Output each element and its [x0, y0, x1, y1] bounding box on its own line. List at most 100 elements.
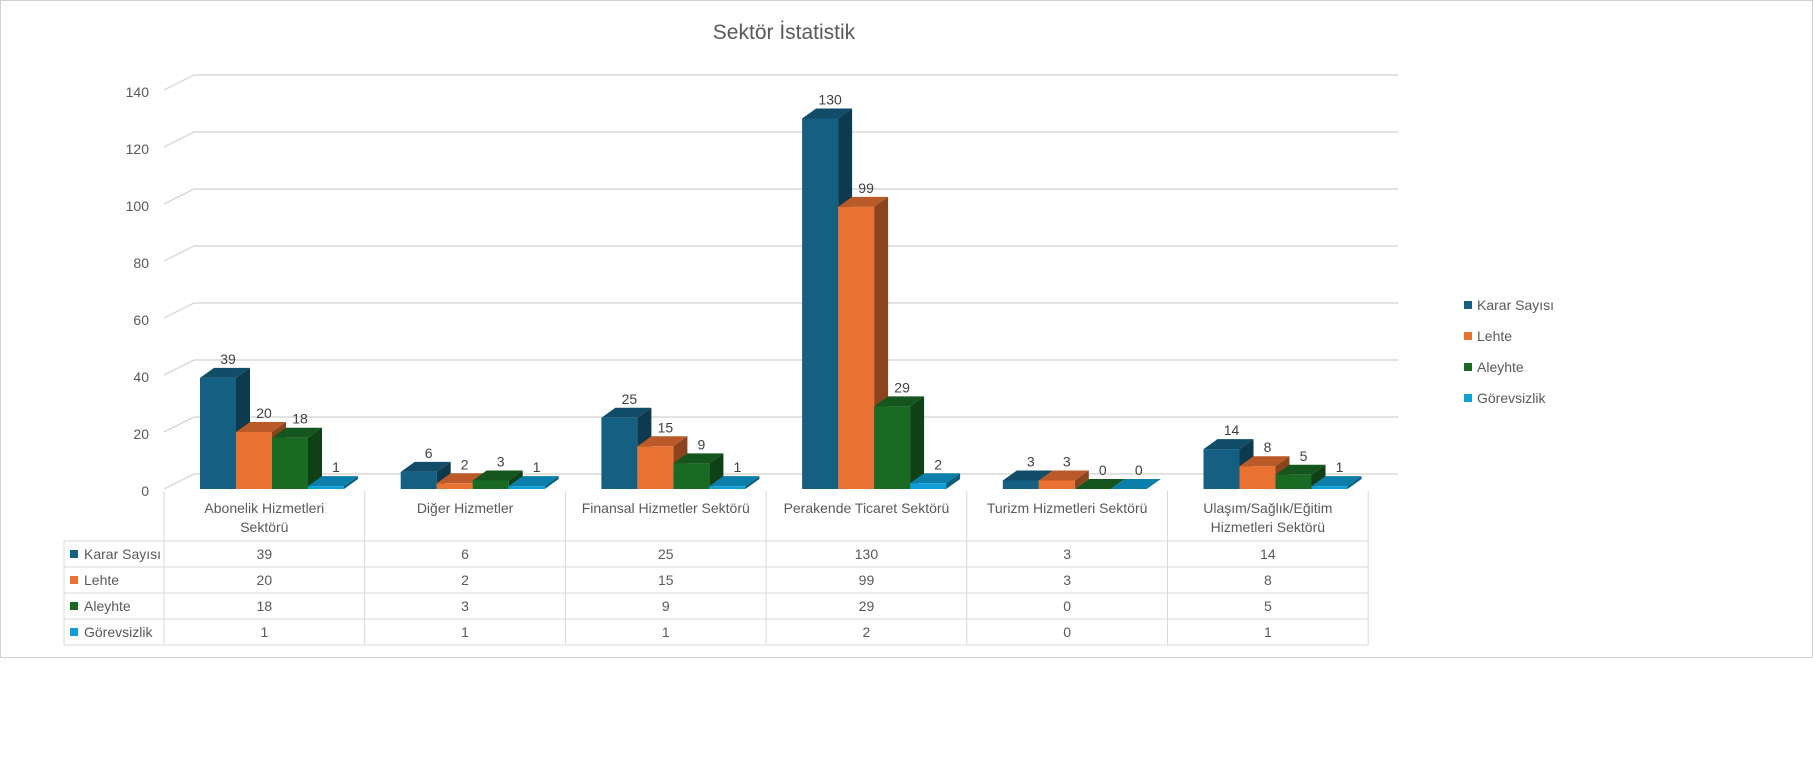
bar-top — [838, 196, 889, 207]
table-cell: 1 — [662, 624, 670, 640]
legend-entry: Aleyhte — [1477, 359, 1524, 375]
legend-key — [70, 628, 78, 636]
table-cell: 3 — [1063, 546, 1071, 562]
bar-top — [508, 476, 559, 487]
data-label: 3 — [1063, 453, 1071, 469]
table-cell: 130 — [855, 546, 879, 562]
bar — [838, 206, 875, 489]
category-label: Finansal Hizmetler Sektörü — [582, 500, 750, 516]
table-cell: 2 — [863, 624, 871, 640]
legend-swatch — [1464, 363, 1472, 371]
legend-swatch — [1464, 394, 1472, 402]
bar — [1275, 474, 1312, 489]
bar-top — [1275, 464, 1326, 475]
data-label: 29 — [894, 379, 910, 395]
table-cell: 1 — [461, 624, 469, 640]
table-cell: 3 — [461, 598, 469, 614]
legend-key — [70, 576, 78, 584]
data-label: 3 — [1027, 453, 1035, 469]
category-label: Diğer Hizmetler — [417, 500, 514, 516]
data-label: 39 — [220, 351, 236, 367]
bar-side — [1347, 476, 1362, 489]
gridline-depth — [163, 416, 195, 433]
gridline-depth — [163, 359, 195, 376]
table-cell: 15 — [658, 572, 674, 588]
bar — [308, 486, 344, 489]
bar-side — [344, 476, 358, 489]
table-row-header: Görevsizlik — [84, 624, 153, 640]
data-label: 20 — [256, 405, 272, 421]
bar-top — [200, 367, 250, 378]
bar-side — [308, 427, 322, 489]
data-label: 8 — [1264, 439, 1272, 455]
bar — [1239, 466, 1276, 489]
bar — [236, 432, 272, 489]
table-cell: 6 — [461, 546, 469, 562]
y-tick-label: 40 — [133, 369, 149, 385]
y-tick-label: 100 — [126, 198, 150, 214]
bar — [1311, 486, 1348, 489]
table-cell: 25 — [658, 546, 674, 562]
table-cell: 8 — [1264, 572, 1272, 588]
bar-top — [709, 476, 760, 487]
data-label: 9 — [698, 436, 706, 452]
table-cell: 9 — [662, 598, 670, 614]
gridline-depth — [163, 74, 195, 91]
y-tick-label: 140 — [126, 84, 150, 100]
legend-entry: Lehte — [1477, 328, 1512, 344]
y-tick-label: 120 — [126, 141, 150, 157]
bar — [637, 446, 674, 489]
bar-top — [1203, 439, 1254, 450]
bar — [1002, 480, 1039, 489]
y-tick-label: 0 — [141, 483, 149, 499]
bar-top — [673, 453, 724, 464]
data-label: 18 — [292, 411, 308, 427]
bar-top — [400, 461, 451, 472]
bar — [1038, 480, 1075, 489]
chart-frame: Sektör İstatistik 0 20 40 60 80 100 120 140 39 6 25… — [0, 0, 1813, 658]
table-cell: 0 — [1063, 598, 1071, 614]
table-cell: 18 — [257, 598, 273, 614]
legend-entry: Karar Sayısı — [1477, 297, 1554, 313]
gridline-depth — [163, 473, 195, 490]
bar — [802, 118, 839, 489]
data-label: 1 — [332, 459, 340, 475]
table-cell: 99 — [859, 572, 875, 588]
bar-top — [601, 407, 652, 418]
bar-top — [272, 427, 322, 438]
table-cell: 0 — [1063, 624, 1071, 640]
data-label: 2 — [461, 456, 469, 472]
data-label: 1 — [533, 459, 541, 475]
legend-key — [70, 602, 78, 610]
bar — [910, 483, 947, 489]
bar — [436, 483, 473, 489]
data-label: 0 — [1135, 462, 1143, 478]
bar — [601, 417, 638, 489]
table-row-header: Lehte — [84, 572, 119, 588]
gridline-depth — [163, 131, 195, 148]
bar-top — [874, 396, 925, 407]
data-label: 130 — [818, 92, 842, 108]
bar-top — [1038, 470, 1089, 481]
category-label: Turizm Hizmetleri Sektörü — [987, 500, 1148, 516]
data-label: 14 — [1224, 422, 1240, 438]
bar — [200, 377, 236, 489]
bar — [272, 437, 308, 489]
bar-side — [544, 476, 559, 489]
table-cell: 2 — [461, 572, 469, 588]
bar-top — [1074, 479, 1125, 489]
category-label: Perakende Ticaret Sektörü — [784, 500, 950, 516]
legend-swatch — [1464, 332, 1472, 340]
bar — [472, 480, 509, 489]
table-cell: 3 — [1063, 572, 1071, 588]
bar — [508, 486, 545, 489]
bar-top — [1002, 470, 1053, 481]
bar-side — [946, 473, 961, 489]
data-label: 5 — [1300, 448, 1308, 464]
data-label: 3 — [497, 453, 505, 469]
table-cell: 1 — [260, 624, 268, 640]
data-label: 2 — [934, 456, 942, 472]
bar-side — [745, 476, 760, 489]
legend-swatch — [1464, 301, 1472, 309]
category-label: Ulaşım/Sağlık/Eğitim — [1203, 500, 1332, 516]
